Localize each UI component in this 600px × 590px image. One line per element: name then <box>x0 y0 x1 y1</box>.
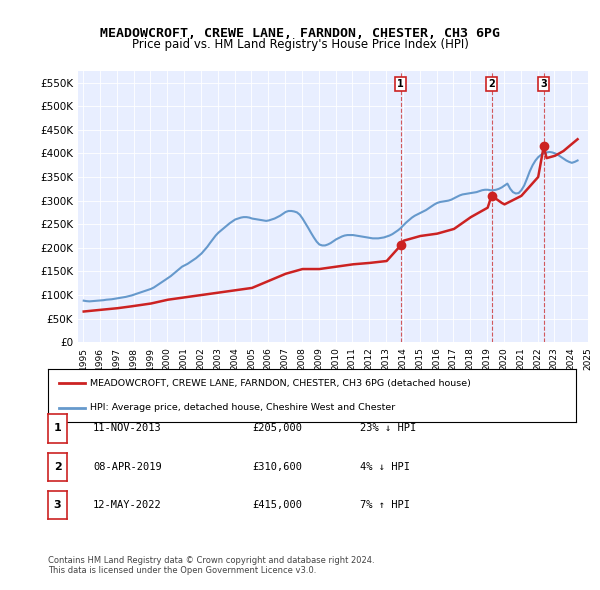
Text: 2: 2 <box>488 79 495 89</box>
Text: 7% ↑ HPI: 7% ↑ HPI <box>360 500 410 510</box>
Text: 3: 3 <box>54 500 61 510</box>
Text: 1: 1 <box>54 424 61 433</box>
Text: 08-APR-2019: 08-APR-2019 <box>93 462 162 471</box>
Text: 1: 1 <box>397 79 404 89</box>
Text: MEADOWCROFT, CREWE LANE, FARNDON, CHESTER, CH3 6PG (detached house): MEADOWCROFT, CREWE LANE, FARNDON, CHESTE… <box>90 379 471 388</box>
Text: Contains HM Land Registry data © Crown copyright and database right 2024.
This d: Contains HM Land Registry data © Crown c… <box>48 556 374 575</box>
Text: 23% ↓ HPI: 23% ↓ HPI <box>360 424 416 433</box>
Text: HPI: Average price, detached house, Cheshire West and Chester: HPI: Average price, detached house, Ches… <box>90 403 395 412</box>
Text: Price paid vs. HM Land Registry's House Price Index (HPI): Price paid vs. HM Land Registry's House … <box>131 38 469 51</box>
Text: 2: 2 <box>54 462 61 471</box>
Text: 12-MAY-2022: 12-MAY-2022 <box>93 500 162 510</box>
Text: £310,600: £310,600 <box>252 462 302 471</box>
Text: 4% ↓ HPI: 4% ↓ HPI <box>360 462 410 471</box>
Text: MEADOWCROFT, CREWE LANE, FARNDON, CHESTER, CH3 6PG: MEADOWCROFT, CREWE LANE, FARNDON, CHESTE… <box>100 27 500 40</box>
Text: 3: 3 <box>541 79 547 89</box>
Text: £415,000: £415,000 <box>252 500 302 510</box>
Text: 11-NOV-2013: 11-NOV-2013 <box>93 424 162 433</box>
Text: £205,000: £205,000 <box>252 424 302 433</box>
